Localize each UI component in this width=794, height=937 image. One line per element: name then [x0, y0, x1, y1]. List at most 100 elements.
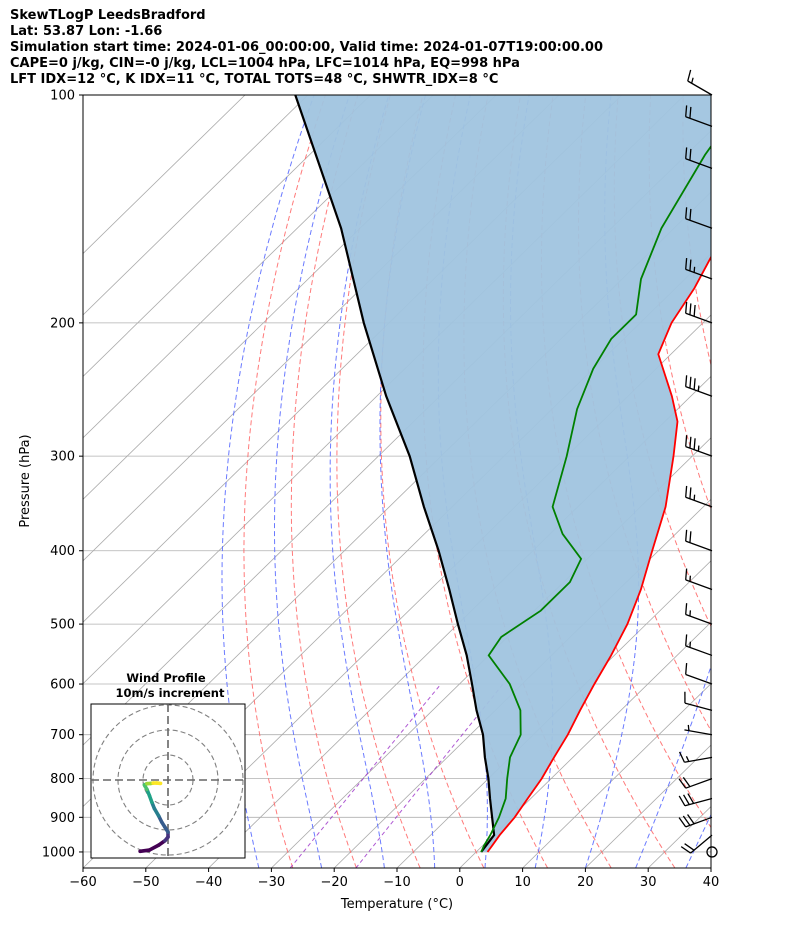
x-axis-title: Temperature (°C) [340, 897, 453, 912]
dry-adiabat-line [748, 95, 794, 868]
moist-adiabat-line [274, 95, 350, 868]
barb-staff [685, 540, 713, 552]
x-tick-label: −60 [69, 875, 96, 890]
wind-barbs [678, 69, 718, 858]
wind-barb [685, 529, 713, 552]
x-tick-label: −30 [258, 875, 285, 890]
barb-feather [687, 814, 695, 825]
inset-subtitle: 10m/s increment [116, 686, 225, 700]
dry-adiabat-line [781, 95, 794, 868]
dry-adiabat-line [336, 95, 421, 868]
barb-feather [689, 436, 692, 449]
axis-layer: −60 −50 −40 −30 −20 −10 0 10 20 30 40 1000 900 800 700… [42, 89, 719, 891]
x-tick-label: 0 [456, 875, 464, 890]
barb-half-feather [685, 756, 690, 762]
barb-feather [685, 485, 688, 498]
barb-staff [690, 834, 713, 854]
wind-barb [685, 301, 713, 324]
y-tick-label: 600 [50, 678, 75, 693]
wind-barb [684, 691, 713, 711]
parcel-line [294, 95, 496, 853]
hodograph-area [91, 704, 245, 858]
moist-adiabat-line [379, 95, 436, 868]
isotherm-line [459, 621, 711, 868]
wind-barb [684, 724, 713, 736]
wind-barb [685, 257, 713, 280]
wind-barb-calm [706, 846, 718, 858]
barb-half-feather [691, 77, 694, 84]
barb-feather [689, 148, 692, 161]
dry-adiabat-line [648, 95, 711, 511]
barb-feather [685, 435, 688, 447]
wind-barb [685, 568, 713, 591]
barb-feather [678, 795, 686, 807]
wind-barb [685, 207, 713, 229]
wind-barb [685, 603, 713, 625]
wind-barb [678, 814, 713, 828]
wind-barb [685, 435, 713, 457]
data-layer [294, 95, 711, 853]
wind-barb [685, 375, 713, 397]
wind-barb [685, 105, 713, 127]
barb-feather [685, 568, 688, 580]
dry-adiabat-line [243, 95, 326, 868]
barb-staff [685, 116, 713, 127]
x-tick-label: −50 [132, 875, 159, 890]
x-tick-label: −20 [320, 875, 347, 890]
wind-barb [678, 793, 713, 807]
barb-feather [689, 531, 692, 543]
wind-barb [685, 147, 713, 169]
y-tick-label: 900 [50, 811, 75, 826]
barb-feather [682, 815, 691, 826]
wind-barb [685, 634, 713, 657]
chart-title: SkewTLogP LeedsBradford [10, 8, 206, 23]
dry-adiabat-line [541, 95, 711, 829]
x-tick-label: 30 [640, 875, 657, 890]
inset-title: Wind Profile [126, 671, 206, 685]
barb-half-feather [687, 724, 690, 731]
isotherm-line [83, 95, 434, 439]
barb-feather [685, 529, 688, 542]
y-axis-title: Pressure (hPa) [18, 434, 33, 527]
barb-feather [689, 259, 692, 271]
y-tick-label: 400 [50, 544, 75, 559]
barb-staff [685, 386, 713, 397]
wind-barb [687, 69, 713, 96]
barb-feather [678, 751, 686, 763]
barb-staff [685, 496, 713, 508]
barb-feather [689, 208, 692, 221]
y-tick-label: 800 [50, 772, 75, 787]
barb-staff [684, 729, 713, 736]
moist-adiabat-line [329, 95, 390, 868]
isotherm-line [333, 498, 711, 868]
wind-barb [678, 751, 713, 763]
barb-feather [680, 846, 691, 854]
barb-feather [685, 207, 688, 219]
x-tick-label: 20 [577, 875, 594, 890]
moist-adiabat-line [635, 664, 711, 868]
barb-feather [682, 794, 690, 805]
x-tick-label: −40 [195, 875, 222, 890]
barb-staff [685, 312, 713, 324]
isotherm-line [83, 95, 371, 377]
time-info: Simulation start time: 2024-01-06_00:00:… [10, 40, 603, 55]
wind-barb [685, 663, 713, 685]
y-tick-label: 700 [50, 728, 75, 743]
barb-feather [685, 257, 688, 270]
barb-staff [685, 579, 713, 591]
barb-feather [689, 106, 692, 119]
barb-feather [689, 303, 692, 315]
barb-staff [685, 673, 713, 685]
barb-feather [685, 301, 688, 314]
barb-staff [684, 702, 713, 711]
barb-feather [682, 776, 691, 788]
wind-profile-inset: Wind Profile 10m/s increment [90, 671, 246, 859]
x-tick-label: −10 [383, 875, 410, 890]
barb-feather [687, 793, 695, 804]
cape-info: CAPE=0 j/kg, CIN=-0 j/kg, LCL=1004 hPa, … [10, 56, 520, 71]
dry-adiabat-line [290, 95, 359, 868]
wind-barb [678, 776, 713, 789]
barb-staff [685, 218, 713, 229]
y-tick-label: 200 [50, 316, 75, 331]
